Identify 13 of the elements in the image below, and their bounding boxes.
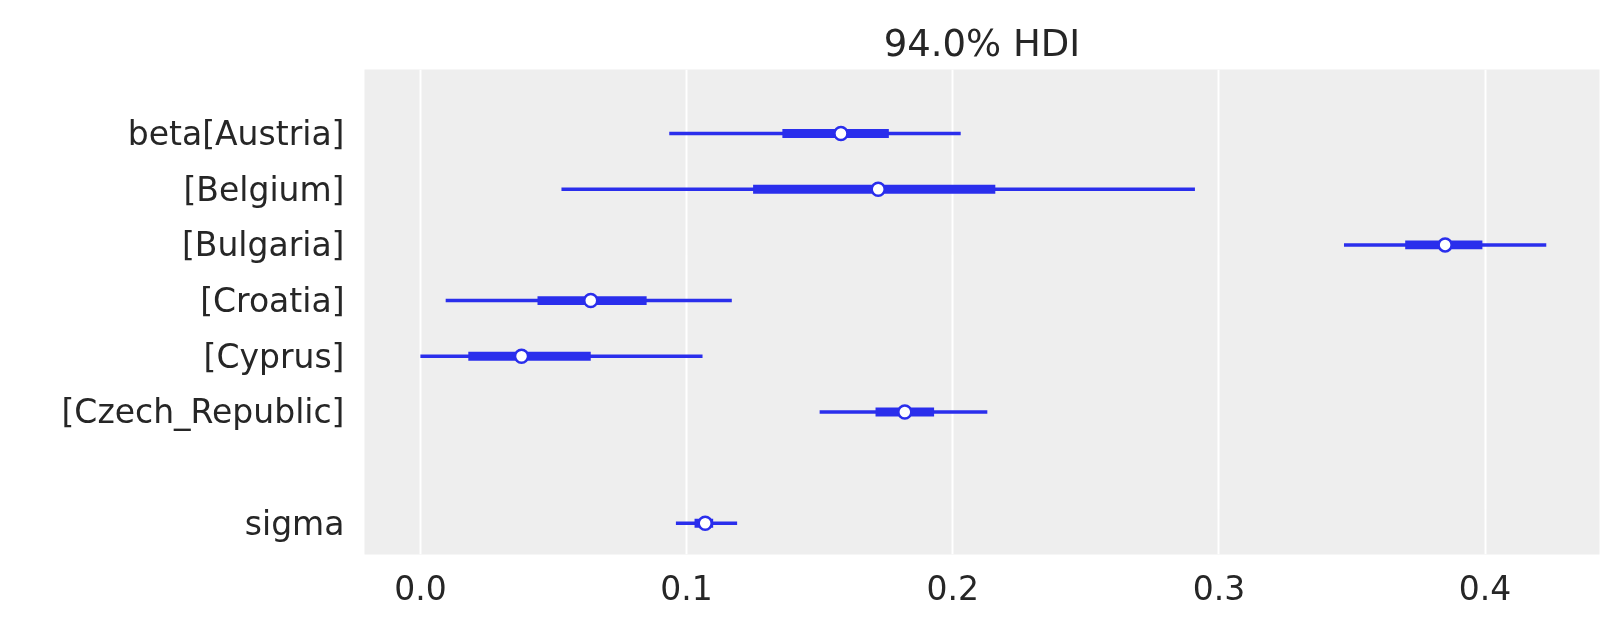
x-tick-label: 0.0 [394, 568, 447, 608]
x-tick-label: 0.2 [926, 568, 979, 608]
y-tick-label: [Cyprus] [203, 336, 345, 376]
y-tick-label: sigma [244, 503, 345, 543]
y-tick-label: [Czech_Republic] [61, 392, 345, 432]
x-tick-label: 0.3 [1192, 568, 1246, 608]
y-tick-label: [Croatia] [200, 281, 345, 321]
chart-title: 94.0% HDI [883, 21, 1081, 65]
y-tick-label: [Bulgaria] [181, 225, 345, 265]
y-tick-label: [Belgium] [183, 169, 345, 209]
x-tick-label: 0.1 [660, 568, 713, 608]
y-tick-label: beta[Austria] [127, 114, 345, 154]
x-tick-label: 0.4 [1458, 568, 1512, 608]
